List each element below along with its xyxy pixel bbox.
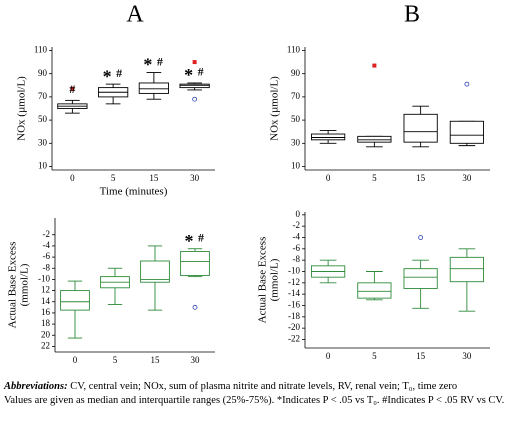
- y-tick-label: -8: [293, 254, 301, 264]
- y-tick-label: 70: [291, 91, 301, 101]
- x-tick-label: 15: [416, 351, 426, 361]
- box: [357, 282, 392, 299]
- y-tick-label: 110: [287, 45, 301, 55]
- box: [449, 120, 484, 144]
- y-tick-label: -20: [288, 322, 300, 332]
- outlier: [192, 96, 198, 102]
- panel-label: B: [404, 2, 420, 28]
- annotation: #: [116, 66, 122, 80]
- y-tick-label: -4: [293, 232, 301, 242]
- y-tick-label: -2: [293, 220, 301, 230]
- x-tick-label: 5: [111, 173, 116, 183]
- y-tick-label: 30: [291, 137, 301, 147]
- box: [138, 82, 169, 94]
- caption: Abbreviations: CV, central vein; NOx, su…: [4, 380, 520, 408]
- x-tick-label: 30: [462, 351, 472, 361]
- box: [311, 133, 346, 141]
- annotation: #: [198, 230, 204, 244]
- y-tick-label: 12: [41, 285, 50, 295]
- x-tick-label: 5: [113, 355, 118, 365]
- y-tick-label: 90: [38, 68, 48, 78]
- outlier: [192, 304, 198, 310]
- caption-lead: Abbreviations:: [4, 381, 68, 392]
- box: [403, 113, 438, 143]
- y-tick-label: 22: [41, 340, 50, 350]
- annotation: #: [157, 54, 163, 68]
- y-axis-label: (mmol/L): [269, 258, 281, 301]
- caption-notes: Values are given as median and interquar…: [4, 395, 505, 406]
- far-outlier: [192, 60, 197, 65]
- y-tick-label: -8: [43, 262, 51, 272]
- annotation: *: [185, 231, 194, 251]
- y-tick-label: -22: [288, 334, 300, 344]
- x-tick-label: 0: [73, 355, 78, 365]
- x-tick-label: 30: [462, 173, 472, 183]
- y-axis-label: Actual Base Excess: [257, 237, 269, 324]
- y-axis-label: (mmol/L): [19, 263, 31, 306]
- box: [449, 256, 484, 283]
- y-tick-label: -10: [38, 273, 50, 283]
- box: [403, 268, 438, 289]
- y-axis-label: NOx (µmol/L): [269, 76, 281, 141]
- annotation: *: [103, 66, 112, 86]
- x-tick-label: 0: [70, 173, 75, 183]
- y-tick-label: 10: [291, 161, 301, 171]
- y-tick-label: 10: [38, 161, 48, 171]
- y-tick-label: -14: [288, 288, 300, 298]
- annotation: *: [143, 55, 152, 75]
- outlier: [464, 81, 470, 87]
- annotation: #: [198, 65, 204, 79]
- y-tick-label: 50: [291, 114, 301, 124]
- box: [180, 251, 210, 276]
- y-tick-label: -2: [43, 229, 51, 239]
- far-outlier: [372, 63, 377, 68]
- y-tick-label: -6: [43, 251, 51, 261]
- y-tick-label: -4: [43, 240, 51, 250]
- y-tick-label: 110: [34, 45, 48, 55]
- box: [357, 135, 392, 143]
- x-tick-label: 5: [372, 351, 377, 361]
- y-tick-label: 30: [38, 137, 48, 147]
- y-tick-label: 20: [41, 329, 51, 339]
- x-tick-label: 5: [372, 173, 377, 183]
- y-tick-label: -16: [288, 300, 300, 310]
- y-tick-label: -18: [288, 311, 300, 321]
- y-tick-label: 16: [41, 307, 51, 317]
- y-tick-label: 14: [41, 296, 51, 306]
- box: [179, 83, 210, 89]
- y-tick-label: -10: [288, 266, 300, 276]
- x-tick-label: 30: [190, 173, 200, 183]
- x-axis-label: Time (minutes): [100, 186, 168, 198]
- box: [60, 290, 90, 311]
- annotation: *: [184, 65, 193, 85]
- outlier: [418, 235, 424, 240]
- y-axis-label: Actual Base Excess: [7, 242, 19, 329]
- x-tick-label: 15: [149, 173, 159, 183]
- y-tick-label: -12: [288, 277, 300, 287]
- annotation: #: [69, 82, 75, 96]
- x-tick-label: 15: [416, 173, 426, 183]
- far-outlier: [70, 86, 75, 91]
- y-tick-label: -6: [293, 243, 301, 253]
- y-tick-label: 90: [291, 68, 301, 78]
- caption-text: CV, central vein; NOx, sum of plasma nit…: [70, 381, 458, 392]
- x-tick-label: 15: [151, 355, 161, 365]
- y-axis-label: NOx (µmol/L): [16, 76, 28, 141]
- x-tick-label: 0: [326, 173, 331, 183]
- panel-label: A: [126, 2, 144, 28]
- x-tick-label: 0: [326, 351, 331, 361]
- box: [140, 260, 170, 283]
- y-tick-label: 50: [38, 114, 48, 124]
- y-tick-label: 18: [41, 318, 51, 328]
- y-tick-label: 0: [296, 209, 301, 219]
- x-tick-label: 30: [191, 355, 201, 365]
- y-tick-label: 70: [38, 91, 48, 101]
